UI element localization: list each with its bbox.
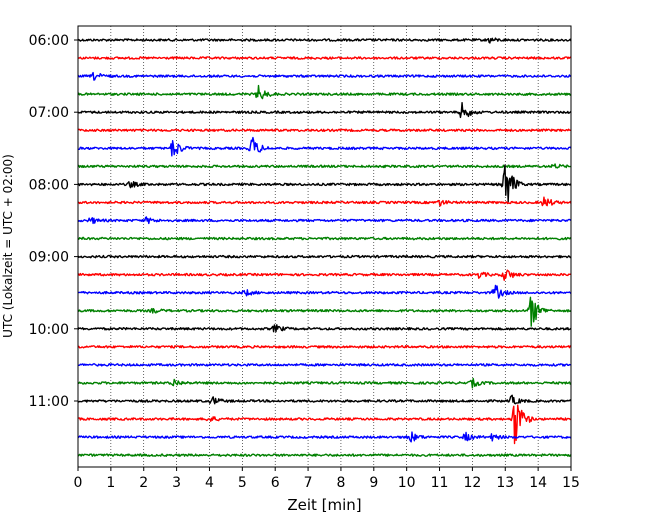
seismogram-trace [77, 128, 572, 133]
y-tick-label: 11:00 [29, 394, 69, 410]
seismogram-trace [77, 269, 572, 281]
seismogram-trace [77, 164, 572, 203]
x-axis-label: Zeit [min] [287, 496, 361, 514]
seismogram-trace [77, 71, 572, 81]
x-tick-label: 14 [529, 475, 547, 491]
x-tick-label: 3 [172, 475, 181, 491]
y-axis-ticks: 06:00 07:00 08:00 09:00 10:00 11:00 [29, 33, 78, 410]
x-tick-label: 6 [271, 475, 280, 491]
x-tick-label: 15 [562, 475, 580, 491]
x-tick-label: 11 [431, 475, 449, 491]
seismogram-trace [77, 404, 572, 445]
x-tick-label: 1 [106, 475, 115, 491]
seismogram-trace [77, 345, 572, 349]
seismogram-trace [77, 431, 572, 443]
seismogram-trace [77, 324, 572, 333]
seismogram-trace [77, 101, 572, 119]
seismogram-trace [77, 236, 572, 241]
y-tick-label: 08:00 [29, 177, 69, 193]
x-tick-label: 12 [463, 475, 481, 491]
seismogram-trace [77, 84, 572, 100]
y-tick-label: 10:00 [29, 322, 69, 338]
seismogram-trace [77, 196, 572, 207]
x-tick-label: 13 [496, 475, 514, 491]
seismogram-trace [77, 136, 572, 157]
seismogram-trace [77, 163, 572, 169]
seismogram-trace [77, 254, 572, 259]
y-axis-label: UTC (Lokalzeit = UTC + 02:00) [1, 154, 15, 338]
seismogram-traces [77, 37, 572, 457]
seismogram-trace [77, 377, 572, 389]
x-tick-label: 10 [398, 475, 416, 491]
x-tick-label: 7 [304, 475, 313, 491]
seismogram-trace [77, 56, 572, 60]
x-tick-label: 4 [205, 475, 214, 491]
x-tick-label: 0 [74, 475, 83, 491]
y-tick-label: 07:00 [29, 105, 69, 121]
seismogram-trace [77, 453, 572, 457]
x-axis-ticks: 0 1 2 3 4 5 6 7 8 9 10 11 12 13 14 15 [74, 467, 580, 491]
plot-frame [77, 25, 572, 468]
seismogram-trace [77, 394, 572, 405]
seismogram-trace [77, 37, 572, 44]
x-tick-label: 5 [238, 475, 247, 491]
x-tick-label: 8 [336, 475, 345, 491]
x-tick-label: 9 [369, 475, 378, 491]
seismogram-trace [77, 216, 572, 225]
seismogram-trace [77, 284, 572, 299]
seismogram-trace [77, 363, 572, 367]
x-tick-label: 2 [139, 475, 148, 491]
y-tick-label: 06:00 [29, 33, 69, 49]
seismogram-trace [77, 296, 572, 327]
y-tick-label: 09:00 [29, 250, 69, 266]
